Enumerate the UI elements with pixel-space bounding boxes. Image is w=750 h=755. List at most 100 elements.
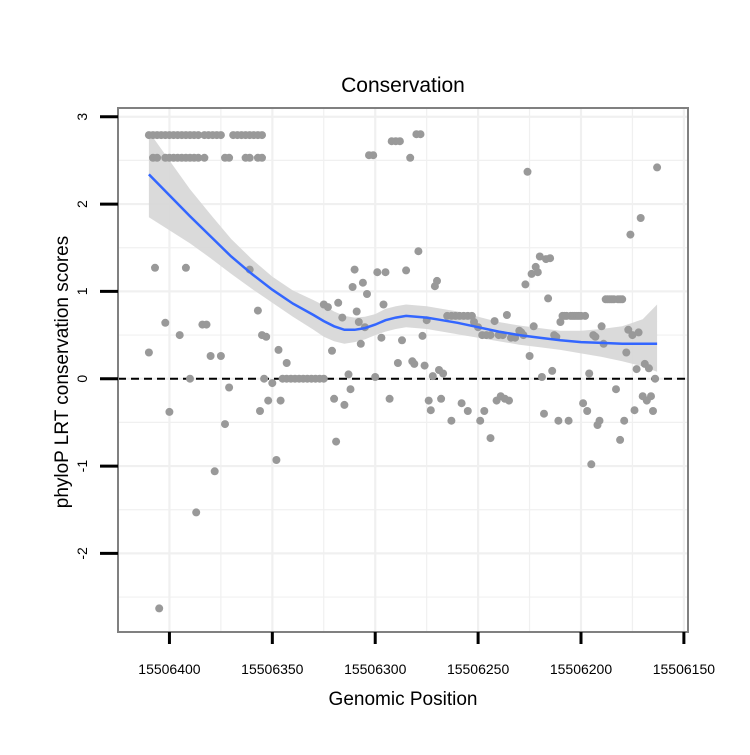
- y-tick-label: 1: [74, 287, 90, 295]
- data-point: [334, 298, 343, 307]
- panel-border: [117, 107, 689, 633]
- data-point: [424, 396, 433, 405]
- data-point: [350, 265, 359, 274]
- data-point: [225, 153, 234, 162]
- data-point: [165, 407, 174, 416]
- data-point: [258, 153, 266, 162]
- data-point: [381, 268, 390, 277]
- data-point: [644, 364, 653, 373]
- data-point: [153, 153, 162, 162]
- x-axis: 15506400 15506350 15506300 15506250 15506200…: [138, 632, 715, 677]
- data-point: [202, 320, 211, 329]
- data-point: [548, 366, 557, 375]
- data-point: [622, 348, 631, 357]
- data-point: [402, 266, 411, 275]
- data-point: [521, 280, 530, 289]
- data-point: [628, 331, 637, 340]
- data-point: [618, 295, 627, 304]
- data-point: [636, 214, 645, 222]
- data-point: [221, 420, 229, 429]
- data-point: [486, 434, 495, 443]
- data-point: [647, 392, 655, 401]
- data-point: [463, 407, 472, 415]
- x-tick-label: 15506200: [550, 661, 613, 677]
- data-point: [626, 230, 635, 239]
- data-point: [398, 336, 406, 345]
- data-point: [155, 604, 164, 613]
- x-tick-label: 15506400: [138, 661, 201, 677]
- data-point: [523, 167, 532, 176]
- data-point: [535, 252, 544, 261]
- data-point: [338, 313, 347, 322]
- data-point: [486, 331, 495, 340]
- data-point: [581, 311, 590, 320]
- x-axis-label: Genomic Position: [329, 689, 478, 710]
- data-point: [540, 409, 548, 418]
- data-point: [323, 303, 332, 312]
- y-tick-label: 3: [74, 113, 90, 121]
- y-tick-label: 2: [74, 200, 90, 208]
- data-point: [533, 268, 542, 277]
- data-point: [206, 352, 215, 360]
- x-tick-label: 15506150: [653, 661, 716, 677]
- data-point: [144, 348, 153, 357]
- data-point: [595, 416, 604, 425]
- data-point: [437, 394, 446, 403]
- data-point: [216, 131, 225, 140]
- data-point: [579, 399, 588, 408]
- data-point: [476, 416, 485, 425]
- data-point: [426, 406, 435, 415]
- data-point: [260, 374, 269, 383]
- data-point: [612, 385, 620, 394]
- data-point: [502, 311, 511, 319]
- data-point: [544, 294, 553, 303]
- data-point: [319, 374, 328, 383]
- data-point: [585, 369, 594, 378]
- data-point: [352, 307, 361, 316]
- smooth-fit-line: [148, 173, 658, 346]
- data-point: [433, 276, 441, 285]
- x-tick-label: 15506300: [344, 661, 407, 677]
- data-point: [632, 365, 641, 374]
- data-point: [406, 153, 415, 162]
- data-point: [414, 247, 423, 256]
- data-point: [591, 332, 600, 341]
- data-point: [587, 460, 596, 469]
- data-point: [505, 396, 513, 405]
- data-point: [200, 153, 209, 162]
- data-point: [490, 317, 499, 326]
- data-point: [194, 153, 203, 162]
- data-point: [340, 400, 349, 409]
- confidence-band: [148, 131, 658, 372]
- data-point: [525, 352, 534, 360]
- data-point: [537, 373, 546, 381]
- y-axis: -2 -1 0 1 2 3: [74, 113, 118, 560]
- data-point: [556, 318, 565, 326]
- data-point: [192, 508, 201, 517]
- data-point: [253, 306, 262, 315]
- data-point: [161, 318, 170, 327]
- data-point: [428, 372, 437, 381]
- data-point: [418, 331, 427, 340]
- data-point: [447, 416, 456, 425]
- data-point: [393, 359, 402, 367]
- y-tick-label: -2: [74, 547, 90, 560]
- data-point: [480, 407, 489, 415]
- y-axis-label: phyloP LRT conservation scores: [52, 236, 73, 509]
- data-point: [420, 361, 429, 370]
- data-point: [356, 339, 365, 348]
- data-point: [194, 131, 203, 140]
- data-point: [395, 137, 404, 146]
- data-point: [181, 263, 190, 272]
- data-point: [216, 352, 225, 360]
- x-tick-label: 15506250: [447, 661, 510, 677]
- data-point: [272, 456, 281, 464]
- data-point: [348, 283, 357, 291]
- data-point: [554, 416, 563, 425]
- data-point: [332, 437, 341, 446]
- data-points: [144, 130, 662, 613]
- data-point: [330, 394, 339, 403]
- data-point: [634, 328, 643, 337]
